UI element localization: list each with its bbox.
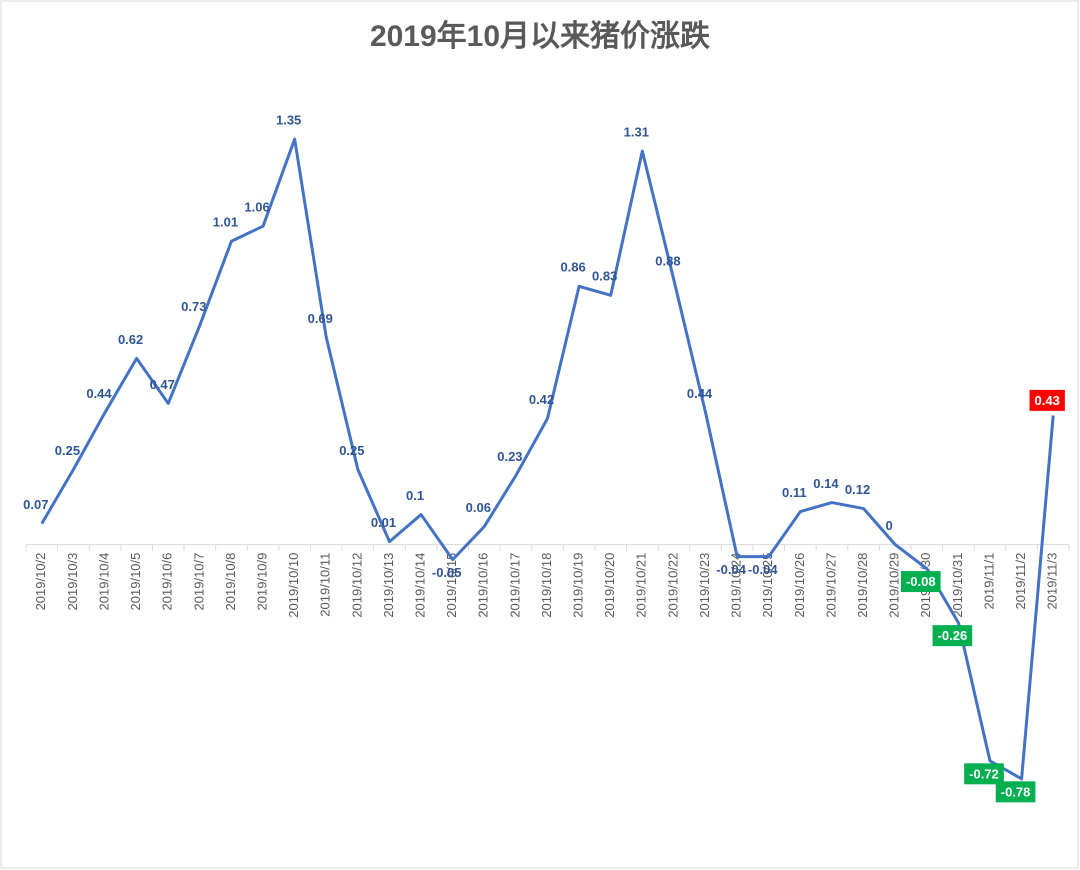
x-tick-label: 2019/10/5: [128, 553, 143, 611]
line: [40, 137, 1055, 781]
x-tick-label: 2019/10/10: [286, 553, 301, 618]
value-label: 0.43: [1035, 393, 1060, 408]
value-label: -0.04: [716, 562, 746, 577]
value-label: 0.83: [592, 269, 617, 284]
x-tick-label: 2019/10/9: [254, 553, 269, 611]
value-label: -0.08: [906, 574, 936, 589]
value-label: -0.26: [938, 628, 968, 643]
x-tick-label: 2019/10/23: [697, 553, 712, 618]
x-tick-label: 2019/10/13: [381, 553, 396, 618]
x-tick-label: 2019/10/31: [950, 553, 965, 618]
value-label: 0.47: [150, 377, 175, 392]
value-label: 0.14: [813, 476, 839, 491]
value-label: 0.06: [466, 500, 491, 515]
x-tick-label: 2019/10/16: [476, 553, 491, 618]
value-label-box: [900, 571, 941, 593]
x-tick-label: 2019/10/20: [602, 553, 617, 618]
value-label: 0.42: [529, 392, 554, 407]
value-label: 0.69: [308, 311, 333, 326]
value-label: 0.11: [782, 485, 807, 500]
x-tick-label: 2019/10/18: [539, 553, 554, 618]
value-label: 0.44: [687, 386, 713, 401]
x-tick-label: 2019/10/2: [33, 553, 48, 611]
x-tick-label: 2019/10/4: [96, 553, 111, 611]
x-tick-label: 2019/10/12: [349, 553, 364, 618]
value-label: 0.25: [55, 443, 80, 458]
x-tick-label: 2019/11/3: [1045, 553, 1060, 610]
value-label: 0.07: [23, 497, 48, 512]
x-tick-label: 2019/10/6: [160, 553, 175, 611]
x-tick-label: 2019/11/2: [1013, 553, 1028, 610]
x-tick-label: 2019/10/25: [760, 553, 775, 618]
value-label: 0.88: [655, 254, 680, 269]
value-label: -0.04: [748, 562, 778, 577]
x-tick-label: 2019/10/3: [65, 553, 80, 611]
value-label: 0.73: [181, 299, 206, 314]
x-tick-label: 2019/10/11: [318, 553, 333, 617]
value-label-box: [932, 625, 973, 647]
value-label: 0.23: [497, 449, 522, 464]
value-label: 0.25: [339, 443, 364, 458]
x-tick-label: 2019/10/22: [665, 553, 680, 618]
x-tick-label: 2019/10/26: [792, 553, 807, 618]
value-label: 0.44: [86, 386, 112, 401]
x-tick-label: 2019/10/28: [855, 553, 870, 618]
value-label: -0.72: [969, 766, 999, 781]
x-tick-label: 2019/10/21: [634, 553, 649, 618]
x-tick-label: 2019/10/17: [507, 553, 522, 618]
value-label-box: [1029, 389, 1065, 411]
value-label-box: [995, 781, 1036, 803]
value-label: -0.78: [1001, 784, 1031, 799]
value-label: 0.62: [118, 332, 143, 347]
x-tick-label: 2019/10/19: [571, 553, 586, 618]
x-tick-label: 2019/11/1: [981, 553, 996, 610]
value-label: 0.86: [560, 260, 585, 275]
value-label: 1.31: [624, 125, 649, 140]
value-label-box: [964, 763, 1004, 785]
x-tick-label: 2019/10/15: [444, 553, 459, 618]
chart-title: 2019年10月以来猪价涨跌: [370, 20, 710, 53]
x-tick-label: 2019/10/14: [413, 553, 428, 618]
value-label: 0: [886, 518, 893, 533]
value-label: 1.06: [244, 200, 269, 215]
value-label: 0.01: [371, 515, 396, 530]
x-tick-label: 2019/10/27: [823, 553, 838, 618]
value-label: 1.01: [213, 215, 238, 230]
value-label: 0.12: [845, 482, 870, 497]
x-tick-label: 2019/10/7: [191, 553, 206, 611]
x-tick-label: 2019/10/29: [887, 553, 902, 618]
x-tick-label: 2019/10/8: [223, 553, 238, 611]
x-tick-label: 2019/10/24: [729, 553, 744, 618]
value-label: 1.35: [276, 113, 301, 128]
value-label: 0.1: [406, 488, 424, 503]
value-label: -0.05: [432, 565, 462, 580]
